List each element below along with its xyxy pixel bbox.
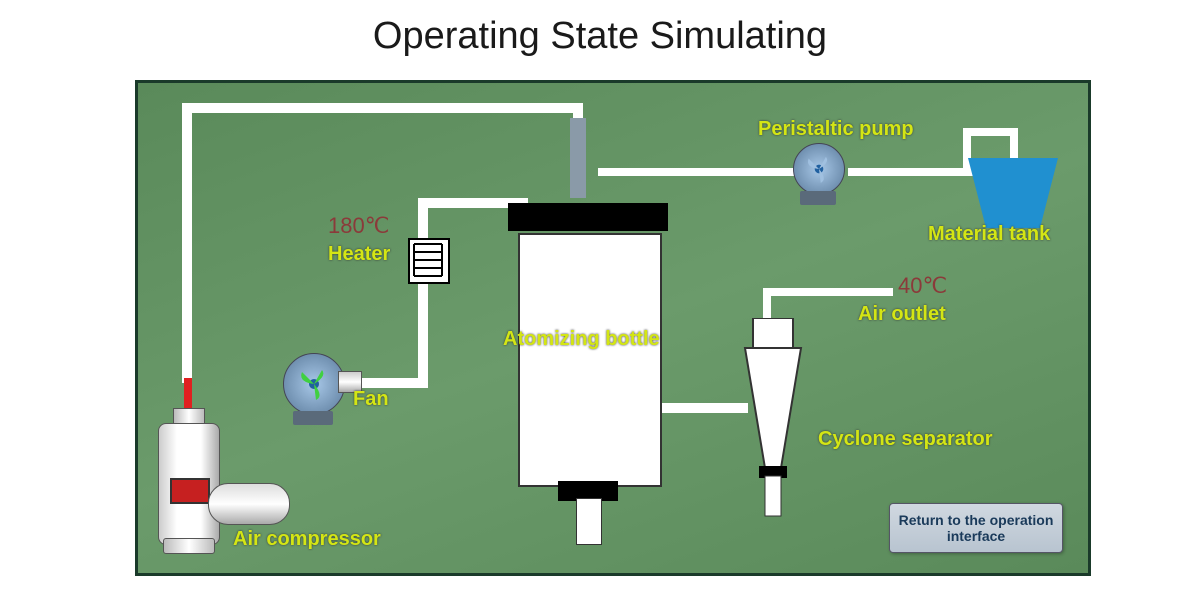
material-tank-label: Material tank xyxy=(928,223,1050,246)
heater-icon xyxy=(408,238,450,284)
diagram-panel: Air compressor Fan 180℃ Heater Atomizing… xyxy=(135,80,1091,576)
peristaltic-pump-label: Peristaltic pump xyxy=(758,118,914,141)
atomizer-stem-icon xyxy=(570,118,586,198)
cyclone-separator-icon xyxy=(733,318,813,533)
compressor-base-icon xyxy=(163,538,215,554)
atomizer-outlet-icon xyxy=(576,498,602,545)
page-title: Operating State Simulating xyxy=(0,0,1200,68)
pipe xyxy=(1010,128,1018,163)
pipe xyxy=(763,288,893,296)
fan-stand-icon xyxy=(293,411,333,425)
pipe xyxy=(418,278,428,388)
heater-label: Heater xyxy=(328,243,390,266)
pipe xyxy=(182,103,192,383)
atomizer-top-cap-icon xyxy=(508,203,668,231)
pump-stand-icon xyxy=(800,191,836,205)
air-outlet-temp: 40℃ xyxy=(898,273,947,299)
fan-label: Fan xyxy=(353,388,389,411)
atomizing-bottle-label: Atomizing bottle xyxy=(503,328,660,351)
air-outlet-label: Air outlet xyxy=(858,303,946,326)
atomizing-bottle-icon xyxy=(518,233,662,487)
fan-icon xyxy=(283,353,345,415)
compressor-tank-icon xyxy=(208,483,290,525)
peristaltic-pump-icon xyxy=(793,143,845,195)
heater-temp: 180℃ xyxy=(328,213,389,239)
pipe xyxy=(848,168,973,176)
pipe xyxy=(353,378,423,388)
pipe xyxy=(182,103,578,113)
air-compressor-label: Air compressor xyxy=(233,528,381,551)
cyclone-separator-label: Cyclone separator xyxy=(818,428,993,451)
return-button[interactable]: Return to the operation interface xyxy=(889,503,1063,553)
pipe xyxy=(598,168,798,176)
compressor-gauge-icon xyxy=(170,478,210,504)
material-tank-icon xyxy=(968,158,1058,228)
